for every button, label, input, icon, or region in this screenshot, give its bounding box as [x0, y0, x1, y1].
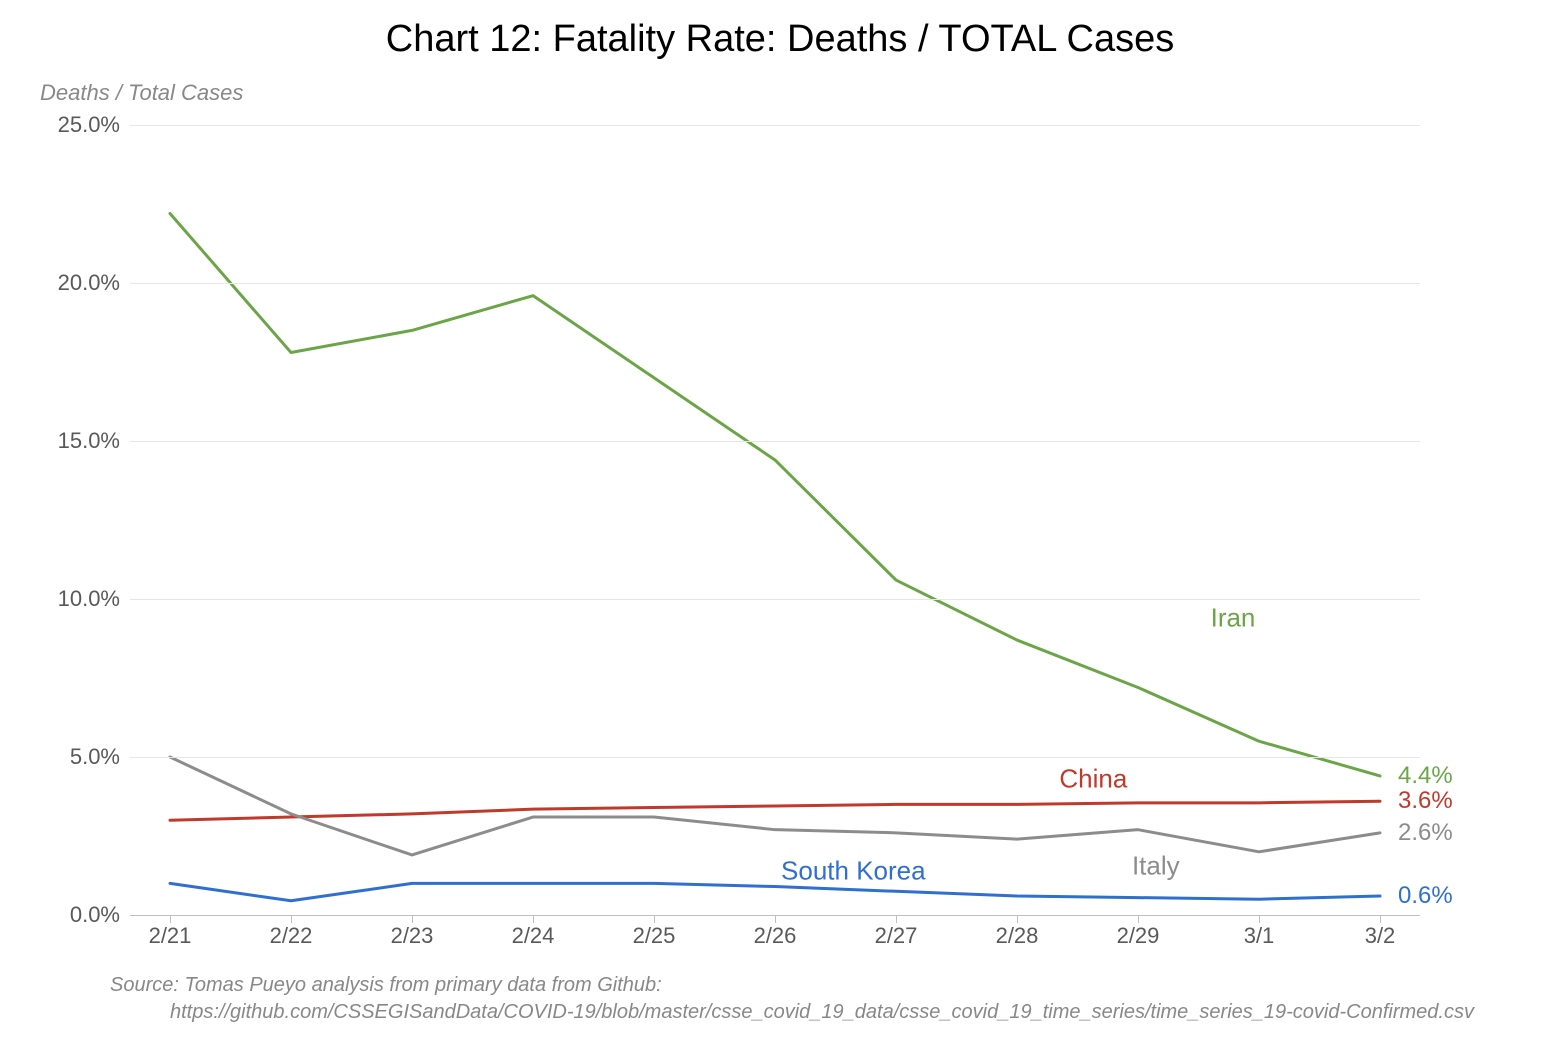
x-tick-label: 2/27: [875, 915, 918, 949]
x-tick-label: 2/21: [149, 915, 192, 949]
y-tick-label: 25.0%: [58, 112, 130, 138]
x-tick-label: 2/24: [512, 915, 555, 949]
chart-subtitle: Deaths / Total Cases: [40, 80, 243, 106]
x-tick-label: 3/2: [1365, 915, 1396, 949]
fatality-rate-chart: Chart 12: Fatality Rate: Deaths / TOTAL …: [0, 0, 1560, 1050]
series-end-label-china: 3.6%: [1398, 787, 1453, 815]
gridline: [130, 125, 1420, 126]
y-tick-label: 20.0%: [58, 270, 130, 296]
x-tick-label: 2/26: [754, 915, 797, 949]
series-end-label-italy: 2.6%: [1398, 819, 1453, 847]
x-tick-label: 2/23: [391, 915, 434, 949]
series-end-label-iran: 4.4%: [1398, 762, 1453, 790]
x-tick-label: 2/25: [633, 915, 676, 949]
source-line-2: https://github.com/CSSEGISandData/COVID-…: [110, 999, 1474, 1026]
plot-area: 0.0%5.0%10.0%15.0%20.0%25.0%2/212/222/23…: [130, 125, 1420, 915]
y-tick-label: 15.0%: [58, 428, 130, 454]
series-line-china: [170, 801, 1380, 820]
gridline: [130, 441, 1420, 442]
x-tick-label: 2/28: [996, 915, 1039, 949]
series-name-label-south-korea: South Korea: [781, 855, 926, 886]
x-tick-label: 2/29: [1117, 915, 1160, 949]
line-series-svg: [130, 125, 1420, 915]
y-tick-label: 10.0%: [58, 586, 130, 612]
gridline: [130, 283, 1420, 284]
source-line-1: Source: Tomas Pueyo analysis from primar…: [110, 972, 1474, 999]
chart-title: Chart 12: Fatality Rate: Deaths / TOTAL …: [0, 18, 1560, 61]
gridline: [130, 757, 1420, 758]
series-name-label-china: China: [1059, 764, 1127, 795]
series-name-label-iran: Iran: [1211, 602, 1256, 633]
series-name-label-italy: Italy: [1132, 851, 1180, 882]
series-line-south-korea: [170, 883, 1380, 900]
y-tick-label: 0.0%: [70, 902, 130, 928]
series-end-label-south-korea: 0.6%: [1398, 882, 1453, 910]
series-line-iran: [170, 213, 1380, 775]
gridline: [130, 599, 1420, 600]
source-attribution: Source: Tomas Pueyo analysis from primar…: [110, 972, 1474, 1026]
y-tick-label: 5.0%: [70, 744, 130, 770]
x-tick-label: 2/22: [270, 915, 313, 949]
x-tick-label: 3/1: [1244, 915, 1275, 949]
